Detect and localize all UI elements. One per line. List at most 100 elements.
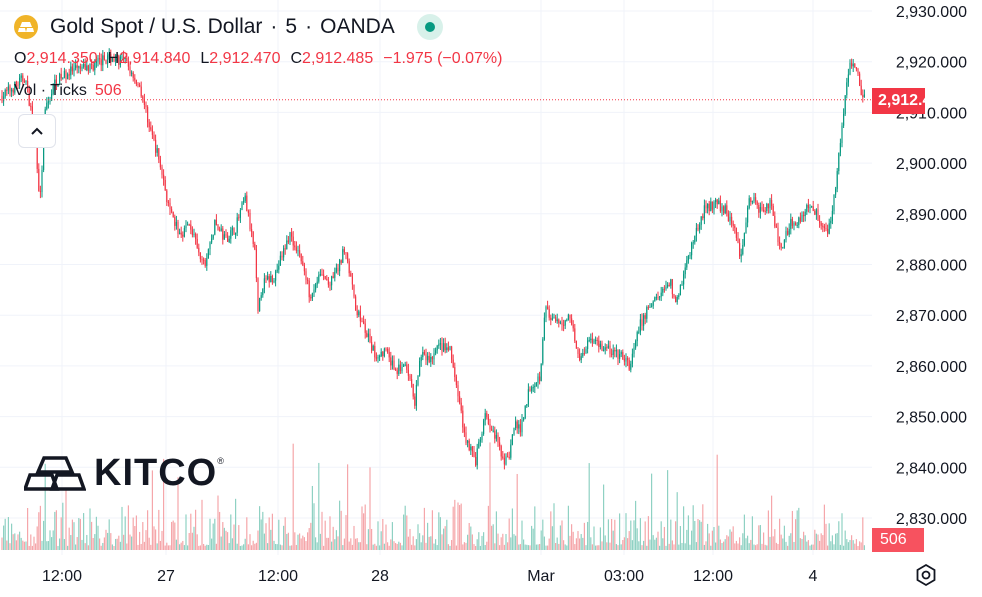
price-tick-label: 2,870.000 bbox=[896, 308, 967, 325]
volume-bar bbox=[331, 541, 333, 550]
symbol-title[interactable]: Gold Spot / U.S. Dollar bbox=[50, 15, 263, 38]
candle-body bbox=[787, 231, 789, 235]
candle-body bbox=[854, 63, 856, 68]
ohlc-values: O 2,914.350 H 2,914.840 L 2,912.470 C 2,… bbox=[14, 50, 512, 68]
volume-bar bbox=[431, 510, 433, 550]
volume-bar bbox=[438, 512, 440, 550]
candle-body bbox=[147, 107, 149, 123]
volume-bar bbox=[507, 542, 509, 550]
candle-body bbox=[246, 195, 248, 211]
volume-bar bbox=[582, 537, 584, 550]
candle-body bbox=[636, 332, 638, 342]
candle-body bbox=[238, 217, 240, 219]
volume-bar bbox=[619, 513, 621, 550]
candle-body bbox=[300, 253, 302, 262]
candle-body bbox=[603, 349, 605, 352]
candle-body bbox=[713, 202, 715, 210]
candle-body bbox=[267, 276, 269, 280]
candle-body bbox=[284, 248, 286, 250]
volume-bar bbox=[590, 537, 592, 550]
interval-label[interactable]: 5 bbox=[285, 15, 298, 38]
candle-body bbox=[441, 343, 443, 352]
candle-body bbox=[777, 227, 779, 243]
candle-body bbox=[668, 284, 670, 286]
volume-bar bbox=[292, 443, 294, 550]
source-label[interactable]: OANDA bbox=[320, 15, 395, 38]
candle-body bbox=[299, 250, 301, 254]
candle-body bbox=[41, 169, 43, 193]
volume-bar bbox=[11, 523, 13, 550]
candle-body bbox=[572, 324, 574, 329]
volume-legend[interactable]: Vol · Ticks 506 bbox=[14, 82, 122, 100]
candle-body bbox=[631, 353, 633, 364]
volume-bar bbox=[211, 538, 213, 550]
volume-bar bbox=[356, 538, 358, 550]
candle-body bbox=[38, 168, 40, 191]
candle-body bbox=[579, 353, 581, 360]
volume-bar bbox=[171, 521, 173, 550]
volume-bar bbox=[265, 523, 267, 550]
candle-body bbox=[31, 106, 33, 120]
volume-bar bbox=[342, 545, 344, 550]
volume-bar bbox=[454, 499, 456, 550]
volume-bar bbox=[166, 542, 168, 550]
settings-gear-icon[interactable] bbox=[914, 563, 938, 587]
volume-bar bbox=[87, 545, 89, 550]
candle-body bbox=[315, 284, 317, 290]
volume-bar bbox=[806, 541, 808, 550]
gold-bar-icon bbox=[14, 15, 38, 39]
volume-bar bbox=[241, 545, 243, 550]
candle-body bbox=[351, 276, 353, 285]
price-tick-label: 2,840.000 bbox=[896, 460, 967, 477]
volume-bar bbox=[105, 529, 107, 550]
candle-body bbox=[823, 226, 825, 229]
candle-body bbox=[558, 319, 560, 324]
candle-body bbox=[593, 340, 595, 343]
candle-body bbox=[123, 56, 125, 59]
candle-body bbox=[649, 306, 651, 308]
volume-bar bbox=[3, 525, 5, 550]
volume-bar bbox=[799, 538, 801, 550]
volume-bar bbox=[347, 464, 349, 550]
candle-body bbox=[255, 249, 257, 279]
candle-body bbox=[590, 338, 592, 340]
volume-bar bbox=[689, 544, 691, 550]
candle-body bbox=[457, 385, 459, 397]
volume-bar bbox=[855, 539, 857, 550]
candle-body bbox=[430, 356, 432, 363]
collapse-legend-button[interactable] bbox=[18, 114, 56, 148]
volume-bar bbox=[767, 510, 769, 550]
volume-bar bbox=[697, 518, 699, 550]
candle-body bbox=[167, 201, 169, 203]
candle-body bbox=[638, 331, 640, 333]
candle-body bbox=[796, 225, 798, 227]
candle-body bbox=[103, 55, 105, 60]
volume-bar bbox=[396, 543, 398, 550]
candle-body bbox=[647, 307, 649, 309]
candle-body bbox=[97, 58, 99, 62]
candle-body bbox=[545, 306, 547, 318]
market-status-icon[interactable] bbox=[416, 14, 443, 40]
volume-bar bbox=[254, 543, 256, 550]
volume-bar bbox=[324, 520, 326, 550]
volume-bar bbox=[145, 530, 147, 550]
volume-bar bbox=[823, 504, 825, 550]
candle-body bbox=[363, 321, 365, 324]
candle-body bbox=[559, 322, 561, 324]
candle-body bbox=[251, 229, 253, 232]
time-tick-label: 4 bbox=[809, 568, 818, 585]
candle-body bbox=[359, 311, 361, 322]
candle-body bbox=[591, 338, 593, 343]
volume-bar bbox=[727, 536, 729, 550]
candle-body bbox=[310, 297, 312, 299]
candle-body bbox=[323, 274, 325, 277]
candle-body bbox=[326, 278, 328, 281]
candle-body bbox=[684, 267, 686, 275]
volume-bar bbox=[177, 477, 179, 550]
volume-bar bbox=[671, 540, 673, 550]
volume-bar bbox=[510, 537, 512, 550]
volume-bar bbox=[827, 545, 829, 550]
volume-bar bbox=[660, 521, 662, 550]
volume-bar bbox=[174, 522, 176, 550]
